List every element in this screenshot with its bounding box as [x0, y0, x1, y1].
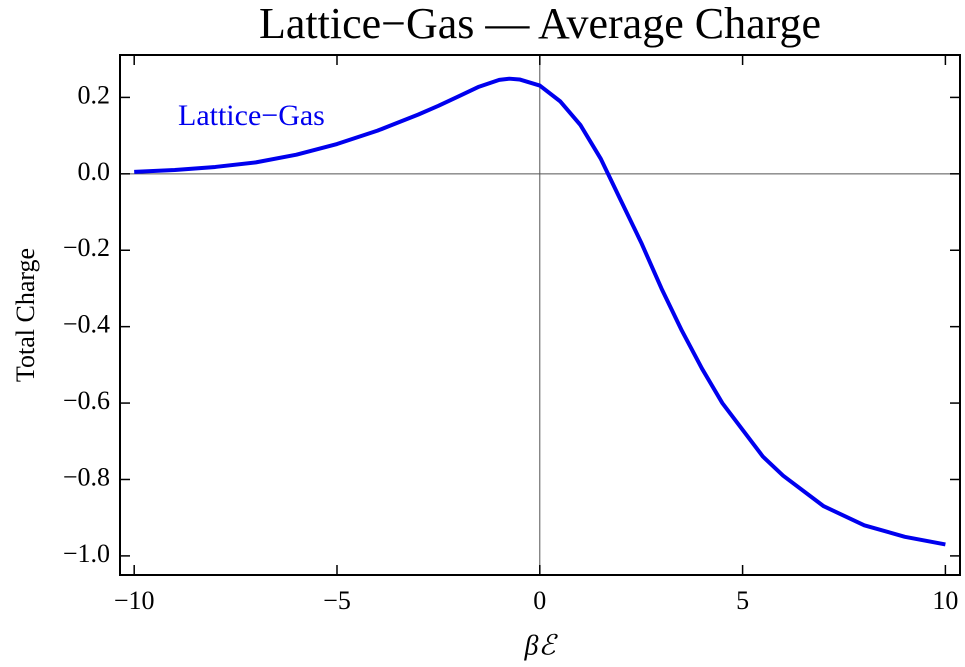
x-tick-label: 10 — [932, 586, 958, 615]
y-tick-label: 0.0 — [78, 157, 111, 186]
y-tick-label: −0.2 — [63, 233, 110, 262]
y-tick-label: −0.8 — [63, 462, 110, 491]
y-tick-label: −1.0 — [63, 539, 110, 568]
x-axis-label: βℰ — [524, 630, 559, 661]
x-tick-label: −10 — [114, 586, 155, 615]
x-tick-label: −5 — [323, 586, 351, 615]
data-line — [134, 76, 946, 547]
y-tick-label: −0.4 — [63, 310, 110, 339]
series-label: Lattice−Gas — [178, 99, 325, 132]
y-axis-label: Total Charge — [11, 248, 40, 382]
plot-frame — [119, 54, 961, 576]
chart-title: Lattice−Gas — Average Charge — [259, 0, 821, 48]
x-tick-label: 0 — [533, 586, 546, 615]
x-tick-label: 5 — [736, 586, 749, 615]
y-tick-label: 0.2 — [78, 80, 111, 109]
y-tick-label: −0.6 — [63, 386, 110, 415]
